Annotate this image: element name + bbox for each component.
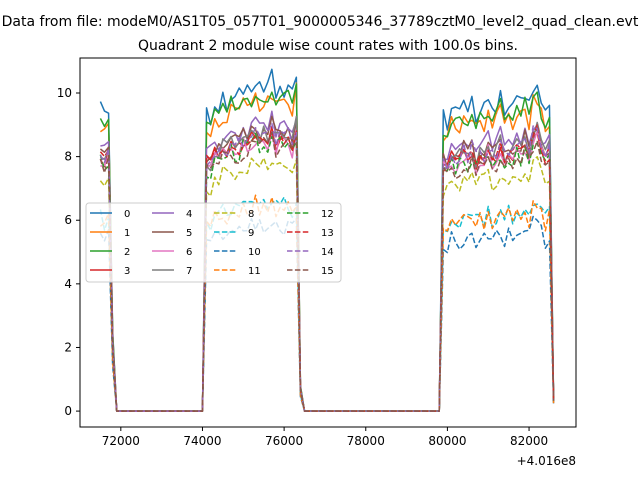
series-line-14: [99, 122, 555, 412]
x-tick-label: 76000: [265, 434, 303, 448]
x-axis: 72000 74000 76000 78000 80000 82000: [102, 427, 548, 448]
legend-label-1: 1: [124, 228, 130, 239]
legend-label-4: 4: [186, 209, 192, 220]
y-axis: 0 2 4 6 8 10: [57, 86, 80, 418]
legend-label-0: 0: [124, 209, 130, 220]
y-tick-label: 2: [64, 340, 72, 354]
x-offset-label: +4.016e8: [517, 454, 576, 468]
figure-suptitle: Data from file: modeM0/AS1T05_057T01_900…: [2, 14, 639, 30]
legend-label-5: 5: [186, 228, 192, 239]
y-tick-label: 8: [64, 150, 72, 164]
y-tick-label: 10: [57, 86, 72, 100]
y-tick-label: 0: [64, 404, 72, 418]
legend-label-13: 13: [321, 228, 334, 239]
legend-label-7: 7: [186, 266, 192, 277]
legend-label-3: 3: [124, 266, 130, 277]
legend-label-6: 6: [186, 247, 192, 258]
legend-label-12: 12: [321, 209, 334, 220]
legend-label-14: 14: [321, 247, 334, 258]
legend-label-11: 11: [248, 266, 261, 277]
x-tick-label: 72000: [102, 434, 140, 448]
legend-label-2: 2: [124, 247, 130, 258]
chart-title: Quadrant 2 module wise count rates with …: [138, 38, 518, 54]
legend-label-15: 15: [321, 266, 334, 277]
x-tick-label: 78000: [347, 434, 385, 448]
legend-label-8: 8: [248, 209, 254, 220]
x-tick-label: 74000: [183, 434, 221, 448]
series-line-12: [99, 132, 555, 412]
series-line-8: [99, 156, 555, 412]
y-tick-label: 6: [64, 213, 72, 227]
legend-frame: [85, 202, 342, 283]
y-tick-label: 4: [64, 277, 72, 291]
x-tick-label: 82000: [510, 434, 548, 448]
legend-label-9: 9: [248, 228, 254, 239]
axes-frame: [79, 57, 577, 428]
legend-label-10: 10: [248, 247, 261, 258]
x-tick-label: 80000: [428, 434, 466, 448]
